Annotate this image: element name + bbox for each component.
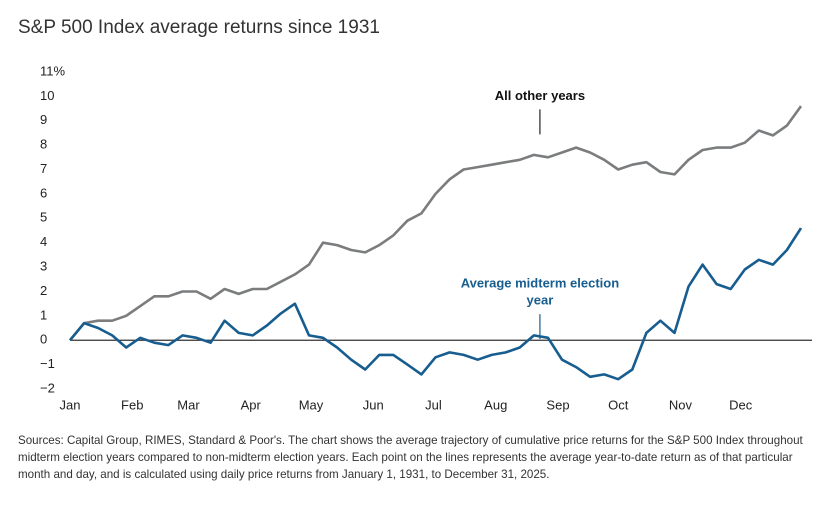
y-tick-label: 7 (40, 161, 47, 176)
x-tick-label: Dec (729, 397, 753, 412)
y-tick-label: 9 (40, 112, 47, 127)
annotation: year (527, 293, 554, 308)
y-tick-label: 0 (40, 332, 47, 347)
y-tick-label: 3 (40, 259, 47, 274)
x-tick-label: Sep (546, 397, 569, 412)
y-tick-label: 11% (40, 63, 65, 78)
x-tick-label: Nov (669, 397, 693, 412)
annotation: Average midterm election (461, 276, 620, 291)
y-tick-label: −1 (40, 356, 55, 371)
x-tick-label: Oct (608, 397, 629, 412)
chart: S&P 500 Index average returns since 1931… (18, 17, 812, 412)
y-tick-label: 1 (40, 307, 47, 322)
source-note: Sources: Capital Group, RIMES, Standard … (18, 434, 803, 481)
series-line (68, 105, 803, 342)
annotation: All other years (495, 88, 585, 103)
y-tick-label: −2 (40, 380, 55, 395)
x-tick-label: Feb (121, 397, 143, 412)
x-tick-label: Apr (241, 397, 262, 412)
y-tick-label: 4 (40, 234, 47, 249)
x-tick-label: Jul (425, 397, 442, 412)
x-tick-label: Jan (60, 397, 81, 412)
y-tick-label: 6 (40, 185, 47, 200)
y-tick-label: 10 (40, 88, 54, 103)
x-tick-label: Mar (177, 397, 200, 412)
x-tick-label: Aug (484, 397, 507, 412)
y-tick-label: 2 (40, 283, 47, 298)
y-tick-label: 5 (40, 210, 47, 225)
x-tick-label: Jun (363, 397, 384, 412)
y-tick-label: 8 (40, 137, 47, 152)
series-line (68, 227, 803, 381)
x-tick-label: May (299, 397, 324, 412)
chart-title: S&P 500 Index average returns since 1931 (18, 17, 380, 38)
